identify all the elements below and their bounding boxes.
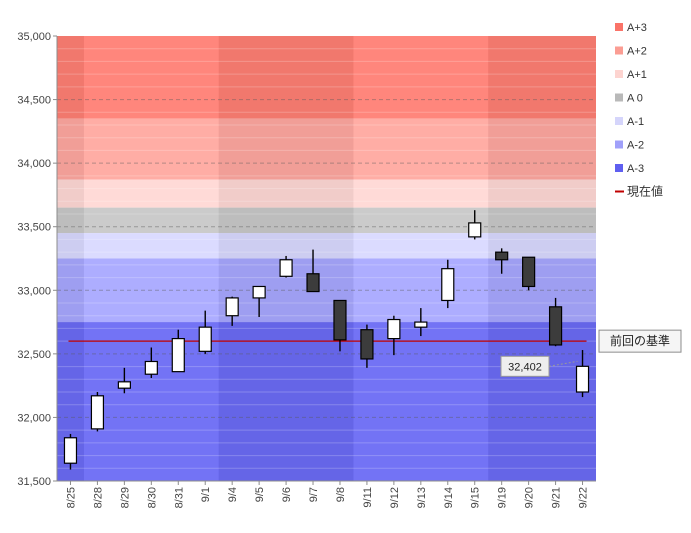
- candle-body-down: [360, 329, 374, 360]
- last-value-leader: [548, 360, 578, 367]
- last-value-box: [500, 355, 550, 377]
- week-shade: [353, 36, 489, 481]
- legend-label: A+2: [627, 46, 647, 58]
- x-tick-label: 9/1: [200, 487, 212, 502]
- y-tick-label: 35,000: [17, 31, 51, 43]
- x-tick-label: 8/29: [119, 487, 131, 508]
- y-tick-label: 33,000: [17, 285, 51, 297]
- candle-body-down: [306, 273, 320, 293]
- gridlines: [57, 48, 596, 469]
- x-tick-label: 9/4: [227, 487, 239, 502]
- y-tick-label: 33,500: [17, 222, 51, 234]
- legend-label: A+3: [627, 22, 647, 34]
- candle-body-up: [198, 326, 212, 352]
- zone-band-Aplus3: [57, 36, 596, 119]
- y-tick-label: 32,000: [17, 412, 51, 424]
- legend-swatch: [615, 23, 623, 31]
- candles: [63, 210, 590, 470]
- zone-band-A0: [57, 207, 596, 234]
- week-shade: [57, 36, 84, 481]
- legend-label: A 0: [627, 93, 643, 105]
- x-tick-label: 8/31: [173, 487, 185, 508]
- annotations: 前回の基準 32,402: [500, 329, 682, 377]
- candle-body-up: [117, 381, 131, 389]
- candle-body-up: [252, 285, 266, 299]
- x-tick-label: 9/19: [497, 487, 509, 508]
- candle-body-up: [387, 318, 401, 340]
- candle-body-up: [279, 259, 293, 277]
- x-tick-label: 9/21: [551, 487, 563, 508]
- candle-body-up: [90, 395, 105, 430]
- x-tick-label: 9/20: [524, 487, 536, 508]
- legend-swatch: [615, 117, 623, 125]
- x-tick-label: 9/11: [362, 487, 374, 508]
- x-tick-label: 9/7: [308, 487, 320, 502]
- candle-body-up: [441, 268, 455, 302]
- x-tick-label: 8/30: [146, 487, 158, 508]
- x-tick-label: 9/12: [389, 487, 401, 508]
- x-tick-label: 9/5: [254, 487, 266, 502]
- legend: A+3 A+2 A+1 A 0 A-1 A-2 A-3 現在値: [615, 22, 663, 199]
- x-tick-label: 8/25: [65, 487, 77, 508]
- y-tick-label: 31,500: [17, 476, 51, 488]
- legend-label: 現在値: [627, 184, 663, 199]
- previous-baseline-label: 前回の基準: [610, 333, 670, 348]
- last-value-label: 32,402: [508, 361, 542, 373]
- legend-swatch: [615, 46, 623, 55]
- candle-body-up: [468, 222, 482, 238]
- x-tick-label: 9/6: [281, 487, 293, 502]
- zone-bands: [57, 36, 596, 481]
- candle-body-up: [144, 360, 158, 375]
- y-tick-label: 32,500: [17, 349, 51, 361]
- legend-label: A-2: [627, 140, 644, 152]
- x-tick-label: 9/8: [335, 487, 347, 502]
- legend-label: A-3: [627, 163, 644, 175]
- candle-body-up: [575, 365, 590, 393]
- candle-body-down: [522, 256, 536, 288]
- zone-band-Aminus2: [57, 258, 596, 323]
- x-tick-label: 9/14: [443, 487, 455, 508]
- legend-label: A+1: [627, 69, 647, 81]
- previous-baseline-box: [598, 329, 682, 353]
- x-tick-label: 8/28: [92, 487, 104, 508]
- y-tick-label: 34,000: [17, 158, 51, 170]
- y-tick-label: 34,500: [17, 95, 51, 107]
- legend-swatch: [615, 93, 623, 102]
- legend-label: A-1: [627, 116, 644, 128]
- candle-body-up: [171, 338, 185, 373]
- candle-body-down: [548, 306, 563, 346]
- candle-body-up: [63, 437, 78, 464]
- axes: 35,000 34,500 34,000 33,500 33,000 32,500 32,0…: [17, 31, 596, 508]
- x-tick-label: 9/13: [416, 487, 428, 508]
- candle-body-up: [225, 297, 239, 317]
- zone-band-Aminus3: [57, 322, 596, 481]
- candle-body-up: [414, 321, 428, 328]
- x-tick-label: 9/15: [470, 487, 482, 508]
- legend-swatch: [615, 164, 623, 172]
- week-shade: [83, 36, 219, 481]
- legend-swatch: [615, 70, 623, 78]
- legend-swatch: [615, 140, 623, 149]
- candle-body-down: [333, 299, 347, 341]
- week-shading: [57, 36, 596, 481]
- candle-body-down: [495, 251, 509, 261]
- zone-band-Aplus2: [57, 118, 596, 180]
- x-tick-label: 9/22: [578, 487, 590, 508]
- zone-band-Aplus1: [57, 179, 596, 208]
